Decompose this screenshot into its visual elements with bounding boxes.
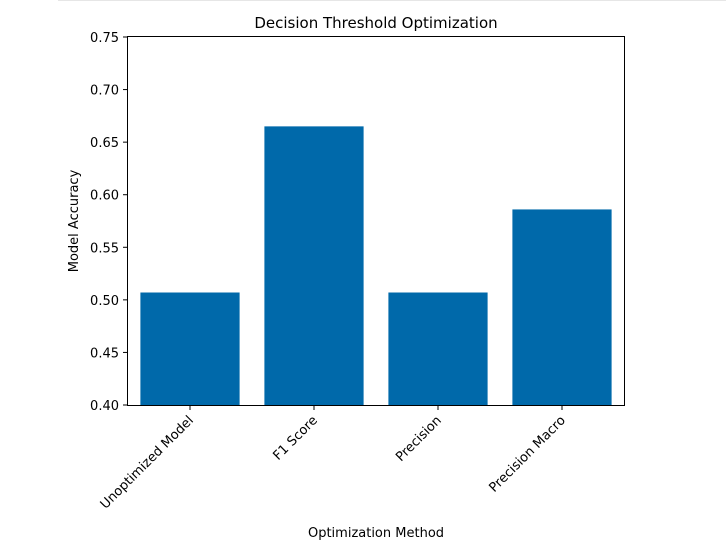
x-axis-label: Optimization Method bbox=[308, 526, 444, 541]
y-tick-label: 0.55 bbox=[90, 241, 119, 256]
plot-frame bbox=[127, 36, 625, 406]
bar bbox=[512, 209, 612, 405]
x-tick-label: Unoptimized Model bbox=[98, 413, 197, 512]
y-tick-label: 0.50 bbox=[90, 294, 119, 309]
y-tick-label: 0.70 bbox=[90, 84, 119, 99]
y-tick-label: 0.40 bbox=[90, 399, 119, 414]
x-tick-label: Precision Macro bbox=[486, 413, 568, 495]
y-tick-label: 0.75 bbox=[90, 31, 119, 46]
y-tick-label: 0.60 bbox=[90, 189, 119, 204]
chart-title: Decision Threshold Optimization bbox=[254, 14, 497, 32]
bar-series bbox=[140, 126, 612, 406]
x-tick-label: Precision bbox=[393, 413, 445, 465]
y-tick-label: 0.45 bbox=[90, 346, 119, 361]
top-divider bbox=[58, 0, 726, 1]
bar bbox=[264, 126, 364, 406]
bar bbox=[140, 292, 240, 405]
x-tick-label: F1 Score bbox=[270, 413, 320, 463]
y-axis: 0.40 0.45 0.50 0.55 0.60 0.65 0.70 0.75 bbox=[90, 31, 128, 414]
y-axis-label: Model Accuracy bbox=[67, 169, 82, 272]
bar bbox=[388, 292, 488, 405]
y-tick-label: 0.65 bbox=[90, 136, 119, 151]
x-axis: Unoptimized Model F1 Score Precision Precis… bbox=[98, 405, 569, 512]
